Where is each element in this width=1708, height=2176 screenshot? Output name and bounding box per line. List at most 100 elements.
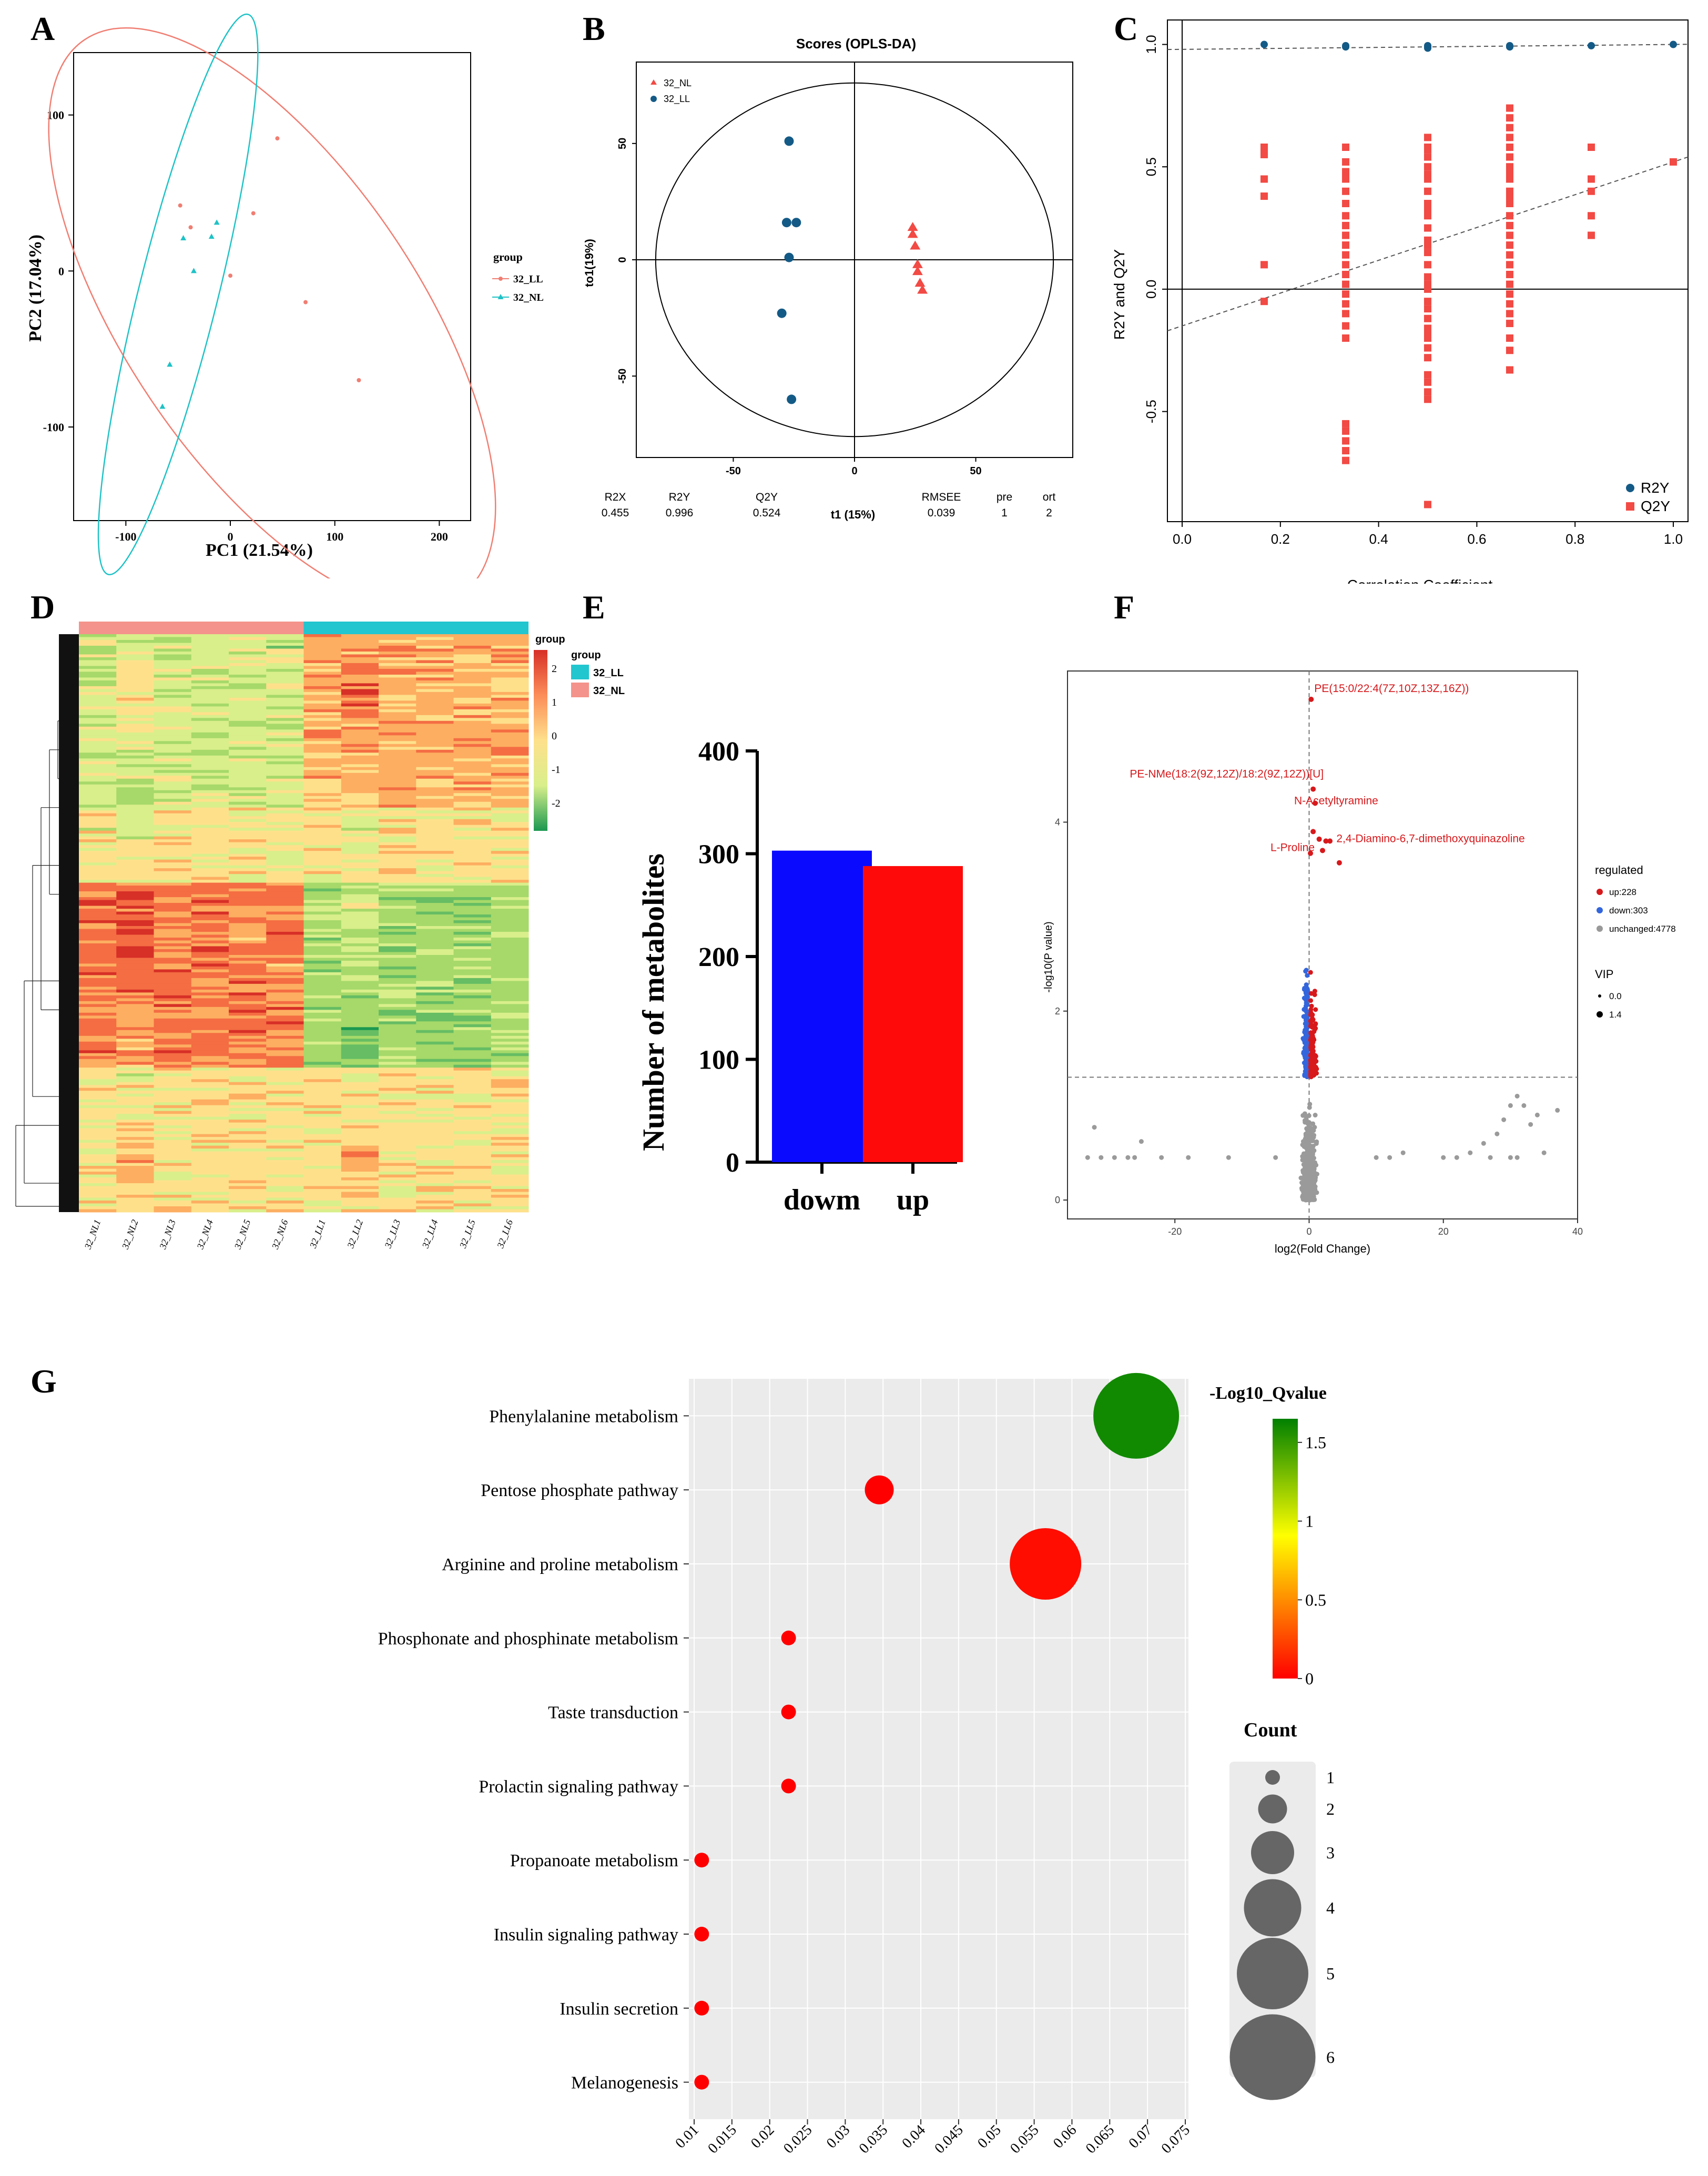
heatmap-cell (116, 871, 154, 875)
heatmap-cell (154, 931, 192, 935)
heatmap-cell (266, 1116, 304, 1120)
heatmap-cell (341, 672, 379, 675)
heatmap-cell (191, 660, 229, 664)
heatmap-cell (491, 1082, 529, 1085)
volcano-point-unchanged (1441, 1155, 1446, 1160)
heatmap-cell (379, 1105, 416, 1109)
pca-point-ll (188, 225, 193, 230)
heatmap-cell (229, 660, 267, 664)
heatmap-cell (266, 807, 304, 811)
heatmap-cell (416, 987, 454, 990)
heatmap-cell (191, 718, 229, 721)
heatmap-cell (79, 937, 117, 941)
heatmap-cell (116, 657, 154, 660)
heatmap-cell (79, 1073, 117, 1077)
heatmap-cell (229, 900, 267, 903)
heatmap-cell (266, 639, 304, 643)
heatmap-cell (303, 1111, 342, 1114)
volcano-point-unchanged (1555, 1107, 1560, 1113)
oplsda-point-nl (912, 266, 923, 276)
heatmap-cell (303, 1116, 342, 1120)
heatmap-cell (154, 1033, 192, 1036)
heatmap-cell (491, 888, 529, 892)
heatmap-cell (303, 819, 342, 822)
heatmap-cell (341, 903, 379, 907)
heatmap-cell (416, 1073, 454, 1077)
heatmap-cell (116, 1174, 154, 1178)
enrichment-bubble (781, 1630, 796, 1645)
heatmap-cell (116, 1056, 154, 1060)
heatmap-cell (116, 851, 154, 855)
heatmap-cell (154, 830, 192, 834)
heatmap-cell (341, 1122, 379, 1126)
heatmap-cell (303, 1033, 342, 1036)
heatmap-cell (379, 1143, 416, 1146)
enrichment-pathway-label: Prolactin signaling pathway (479, 1777, 678, 1796)
heatmap-cell (116, 972, 154, 975)
heatmap-cell (491, 1102, 529, 1106)
heatmap-cell (453, 1197, 492, 1201)
heatmap-cell (379, 790, 416, 794)
heatmap-cell (154, 992, 192, 996)
heatmap-cell (379, 1073, 416, 1077)
heatmap-cell (453, 929, 492, 932)
heatmap-cell (379, 784, 416, 788)
heatmap-cell (416, 755, 454, 759)
heatmap-cell (341, 969, 379, 973)
heatmap-cell (416, 732, 454, 736)
heatmap-cell (341, 1099, 379, 1103)
heatmap-cell (116, 718, 154, 721)
heatmap-cell (491, 703, 529, 707)
heatmap-cell (79, 943, 117, 947)
heatmap-cell (229, 946, 267, 950)
heatmap-cell (116, 874, 154, 878)
enrichment-size-legend-bubble (1251, 1831, 1294, 1874)
heatmap-cell (191, 926, 229, 929)
heatmap-cell (303, 954, 342, 958)
heatmap-cell (266, 1157, 304, 1161)
enrichment-pathway-label: Phenylalanine metabolism (489, 1407, 678, 1426)
heatmap-cell (491, 700, 529, 704)
heatmap-cell (416, 634, 454, 637)
heatmap-cell (491, 877, 529, 880)
heatmap-cell (453, 643, 492, 646)
heatmap-cell (491, 1093, 529, 1097)
heatmap-cell (266, 842, 304, 846)
heatmap-cell (416, 813, 454, 817)
heatmap-cell (116, 738, 154, 741)
heatmap-cell (79, 1015, 117, 1019)
heatmap-cell (154, 891, 192, 895)
heatmap-cell (453, 1004, 492, 1008)
heatmap-cell (491, 825, 529, 828)
heatmap-cell (191, 1079, 229, 1083)
q2y-point (1506, 212, 1513, 220)
heatmap-cell (303, 787, 342, 791)
heatmap-cell (303, 886, 342, 889)
heatmap-cell (379, 726, 416, 730)
heatmap-cell (116, 981, 154, 984)
heatmap-cell (453, 712, 492, 716)
heatmap-cell (453, 810, 492, 814)
heatmap-cell (116, 772, 154, 776)
pca-chart: PC1 (21.54%) PC2 (17.04%) group 32_LL 32… (26, 13, 544, 578)
heatmap-cell (379, 1125, 416, 1129)
heatmap-cell (416, 960, 454, 964)
heatmap-cell (191, 1174, 229, 1178)
heatmap-cell (266, 776, 304, 779)
heatmap-cell (453, 657, 492, 660)
heatmap-cell (191, 712, 229, 716)
heatmap-cell (453, 1091, 492, 1094)
heatmap-cell (341, 761, 379, 765)
heatmap-cell (491, 845, 529, 849)
heatmap-cell (341, 825, 379, 828)
heatmap-cell (191, 1067, 229, 1071)
volcano-point-unchanged (1310, 1135, 1315, 1140)
heatmap-cell (453, 1001, 492, 1004)
heatmap-cell (303, 1099, 342, 1103)
heatmap-cell (79, 842, 117, 846)
heatmap-cell (116, 813, 154, 817)
heatmap-cell (453, 663, 492, 666)
heatmap-cell (229, 848, 267, 851)
heatmap-cell (453, 992, 492, 996)
heatmap-cell (416, 1195, 454, 1198)
